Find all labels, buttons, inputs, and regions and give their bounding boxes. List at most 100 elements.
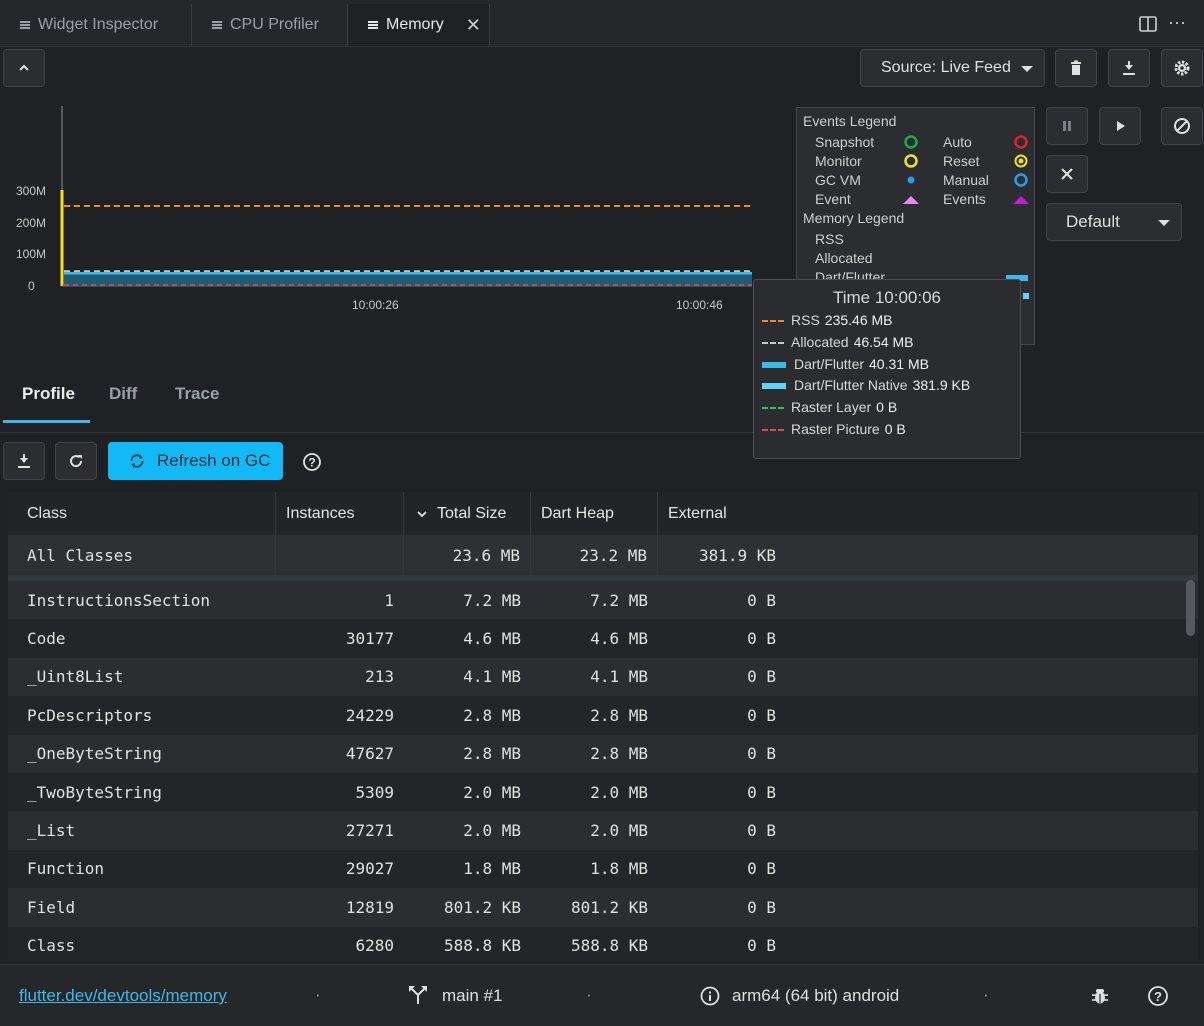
close-icon[interactable]: ✕ [465, 14, 481, 35]
collapse-chart-button[interactable] [3, 49, 45, 87]
stop-button[interactable] [1161, 107, 1203, 145]
tooltip-value: 381.9 KB [912, 377, 971, 394]
total-size-value: 4.1 MB [463, 667, 521, 687]
block-icon [1174, 118, 1190, 134]
interval-dropdown[interactable]: Default [1046, 203, 1182, 241]
export-button[interactable] [1108, 49, 1150, 87]
instances-value [276, 535, 404, 575]
help-icon[interactable]: ? [1147, 985, 1169, 1007]
external-value: 0 B [747, 821, 776, 841]
tab-widget-inspector[interactable]: Widget Inspector [0, 4, 192, 46]
class-name: All Classes [8, 535, 276, 575]
table-row[interactable]: Field 12819 801.2 KB 801.2 KB 0 B [8, 888, 1198, 927]
total-size-value: 1.8 MB [463, 859, 521, 879]
y-tick-label: 0 [28, 279, 35, 293]
pause-button[interactable] [1046, 107, 1088, 145]
external-value: 0 B [747, 590, 776, 610]
ring-marker-icon [1014, 135, 1028, 149]
tooltip-swatch [762, 320, 784, 322]
tooltip-row: Dart/Flutter Native 381.9 KB [794, 377, 970, 393]
tooltip-label: RSS [791, 312, 820, 328]
total-size-value: 4.6 MB [463, 629, 521, 649]
download-csv-button[interactable] [3, 442, 45, 480]
help-icon[interactable]: ? [302, 452, 322, 472]
table-scrollbar[interactable] [1186, 580, 1195, 636]
total-size-value: 2.0 MB [463, 821, 521, 841]
total-size-value: 801.2 KB [443, 897, 521, 917]
class-name: Class [27, 936, 76, 956]
table-row[interactable]: _OneByteString 47627 2.8 MB 2.8 MB 0 B [8, 734, 1198, 773]
table-row[interactable]: Code 30177 4.6 MB 4.6 MB 0 B [8, 619, 1198, 658]
isolate-selector[interactable]: main #1 [442, 986, 503, 1005]
total-size-value: 588.8 KB [443, 936, 521, 956]
instances-value: 30177 [345, 629, 394, 649]
tooltip-row: Raster Picture 0 B [791, 421, 906, 437]
column-header-external[interactable]: External [668, 504, 727, 522]
column-header-instances[interactable]: Instances [276, 492, 404, 535]
memory-legend-item: RSS [815, 231, 844, 247]
sync-icon [130, 454, 144, 468]
tab-bar: Widget Inspector CPU Profiler Memory ✕ ·… [0, 0, 1204, 47]
summary-row[interactable]: All Classes 23.6 MB 23.2 MB 381.9 KB [8, 535, 1198, 575]
trash-icon [1071, 60, 1081, 75]
column-header-total-size[interactable]: Total Size [404, 492, 531, 535]
tooltip-title: Time 10:00:06 [832, 288, 942, 307]
docs-link[interactable]: flutter.dev/devtools/memory [19, 986, 227, 1005]
dot-marker-icon [907, 176, 915, 184]
clear-button[interactable] [1055, 49, 1097, 87]
table-row[interactable]: PcDescriptors 24229 2.8 MB 2.8 MB 0 B [8, 696, 1198, 735]
more-icon[interactable]: ··· [1168, 12, 1186, 32]
resume-button[interactable] [1099, 107, 1141, 145]
status-bar: flutter.dev/devtools/memory · main #1 · … [0, 964, 1204, 1026]
table-header: Class Instances Total Size Dart Heap Ext… [8, 492, 1198, 535]
triangle-marker-icon [1013, 196, 1029, 204]
events-legend-item: Event [815, 191, 851, 207]
caret-down-icon [1021, 66, 1033, 72]
tooltip-row: RSS 235.46 MB [791, 312, 893, 328]
dart-heap-value: 588.8 KB [570, 936, 648, 956]
tab-cpu-profiler[interactable]: CPU Profiler [192, 4, 348, 46]
refresh-button[interactable] [55, 442, 97, 480]
dart-heap-value: 23.2 MB [531, 535, 658, 575]
tab-trace[interactable]: Trace [175, 384, 220, 403]
dart-heap-value: 2.0 MB [590, 821, 648, 841]
bug-icon[interactable] [1090, 986, 1110, 1006]
ring-marker-icon [1014, 173, 1028, 187]
external-value: 0 B [747, 936, 776, 956]
table-row[interactable]: _List 27271 2.0 MB 2.0 MB 0 B [8, 811, 1198, 850]
play-icon [1117, 121, 1125, 131]
memory-chart[interactable]: 300M 200M 100M 0 10:00:26 10:00:46 [0, 100, 790, 320]
instances-value: 1 [384, 590, 394, 610]
table-row[interactable]: _Uint8List 213 4.1 MB 4.1 MB 0 B [8, 657, 1198, 697]
refresh-icon [70, 455, 83, 468]
y-tick-label: 100M [16, 247, 47, 261]
tooltip-swatch [762, 429, 784, 431]
column-header-class[interactable]: Class [8, 492, 276, 535]
source-dropdown[interactable]: Source: Live Feed [860, 49, 1045, 87]
divider [0, 432, 1204, 433]
info-icon [700, 986, 720, 1006]
total-size-value: 2.8 MB [463, 744, 521, 764]
triangle-marker-icon [903, 196, 919, 204]
clear-chart-button[interactable] [1046, 155, 1088, 193]
table-row[interactable]: Class 6280 588.8 KB 588.8 KB 0 B [8, 926, 1198, 960]
table-row[interactable]: Function 29027 1.8 MB 1.8 MB 0 B [8, 849, 1198, 889]
document-icon [212, 20, 222, 30]
column-header-dart-heap[interactable]: Dart Heap [531, 492, 658, 535]
split-view-icon[interactable] [1139, 16, 1157, 32]
tooltip-row: Dart/Flutter 40.31 MB [794, 356, 929, 372]
tooltip-label: Raster Picture [791, 421, 880, 437]
table-row[interactable]: InstructionsSection 1 7.2 MB 7.2 MB 0 B [8, 581, 1198, 620]
refresh-on-gc-toggle[interactable]: Refresh on GC [108, 442, 283, 480]
table-row[interactable]: _TwoByteString 5309 2.0 MB 2.0 MB 0 B [8, 773, 1198, 812]
tab-memory[interactable]: Memory ✕ [348, 4, 490, 46]
legend-swatch [1006, 275, 1028, 281]
class-name: _Uint8List [27, 667, 124, 687]
settings-button[interactable] [1161, 49, 1203, 87]
tab-diff[interactable]: Diff [109, 384, 138, 403]
class-name: Field [27, 897, 76, 917]
events-legend-item: Events [943, 191, 986, 207]
tab-profile[interactable]: Profile [22, 384, 75, 403]
class-table: Class Instances Total Size Dart Heap Ext… [8, 492, 1198, 960]
tooltip-label: Dart/Flutter [794, 355, 865, 372]
